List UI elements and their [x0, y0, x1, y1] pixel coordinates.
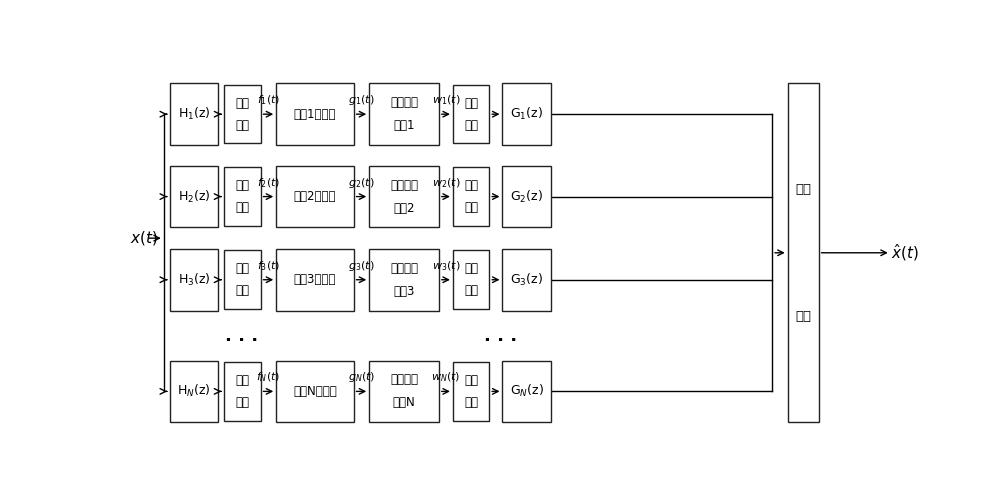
Text: 时频: 时频 — [235, 201, 249, 214]
Bar — [502, 249, 551, 310]
Bar — [170, 83, 218, 145]
Text: H$_1$(z): H$_1$(z) — [178, 106, 210, 122]
Text: 转换: 转换 — [235, 374, 249, 387]
Bar — [502, 361, 551, 422]
Bar — [502, 83, 551, 145]
Bar — [369, 361, 439, 422]
Text: $g_1(t)$: $g_1(t)$ — [348, 93, 375, 107]
Bar — [170, 361, 218, 422]
Text: $w_N(t)$: $w_N(t)$ — [431, 371, 461, 384]
Bar — [224, 167, 261, 226]
Text: 智能滤波: 智能滤波 — [390, 96, 418, 109]
Text: 时频: 时频 — [464, 119, 478, 131]
Text: 时频: 时频 — [235, 119, 249, 131]
Text: 转换: 转换 — [464, 179, 478, 192]
Text: $x(t)$: $x(t)$ — [130, 229, 158, 247]
Bar — [170, 166, 218, 227]
Bar — [276, 361, 354, 422]
Text: . . .: . . . — [225, 327, 258, 345]
Text: 转换: 转换 — [235, 97, 249, 110]
Bar — [502, 166, 551, 227]
Text: 智能滤波: 智能滤波 — [390, 373, 418, 386]
Text: 子带3去相关: 子带3去相关 — [294, 273, 336, 286]
Text: $w_3(t)$: $w_3(t)$ — [432, 259, 460, 273]
Text: . . .: . . . — [484, 327, 517, 345]
Bar — [224, 85, 261, 143]
Text: G$_3$(z): G$_3$(z) — [510, 272, 543, 288]
Text: 子带1去相关: 子带1去相关 — [294, 108, 336, 121]
Text: 子带: 子带 — [795, 310, 811, 323]
Text: 时频: 时频 — [235, 284, 249, 297]
Text: 时频: 时频 — [235, 396, 249, 409]
Text: 子带N去相关: 子带N去相关 — [293, 385, 337, 398]
Text: $\hat{x}(t)$: $\hat{x}(t)$ — [891, 243, 919, 263]
Text: $f_1(t)$: $f_1(t)$ — [257, 94, 280, 107]
Bar — [170, 249, 218, 310]
Text: 子带N: 子带N — [393, 396, 415, 409]
Text: 智能滤波: 智能滤波 — [390, 179, 418, 191]
Bar — [276, 166, 354, 227]
Text: H$_N$(z): H$_N$(z) — [177, 383, 211, 399]
Text: 时频: 时频 — [464, 396, 478, 409]
Bar — [369, 83, 439, 145]
Text: 转换: 转换 — [235, 179, 249, 192]
Bar — [276, 83, 354, 145]
Text: 子带3: 子带3 — [393, 285, 415, 298]
Text: $f_N(t)$: $f_N(t)$ — [256, 371, 280, 384]
Text: 转换: 转换 — [464, 374, 478, 387]
Text: $g_3(t)$: $g_3(t)$ — [348, 259, 375, 273]
Text: H$_3$(z): H$_3$(z) — [178, 272, 210, 288]
Bar — [788, 83, 819, 422]
Text: $w_2(t)$: $w_2(t)$ — [432, 176, 460, 189]
Bar — [453, 250, 489, 309]
Text: 转换: 转换 — [235, 262, 249, 275]
Text: 转换: 转换 — [464, 262, 478, 275]
Text: 融合: 融合 — [795, 183, 811, 196]
Text: H$_2$(z): H$_2$(z) — [178, 188, 210, 205]
Text: 子带2去相关: 子带2去相关 — [294, 190, 336, 203]
Text: $f_2(t)$: $f_2(t)$ — [257, 176, 280, 189]
Bar — [453, 362, 489, 421]
Bar — [369, 249, 439, 310]
Bar — [224, 250, 261, 309]
Text: 时频: 时频 — [464, 284, 478, 297]
Text: $f_3(t)$: $f_3(t)$ — [257, 259, 280, 273]
Bar — [453, 85, 489, 143]
Text: 智能滤波: 智能滤波 — [390, 262, 418, 275]
Text: 子带1: 子带1 — [393, 119, 415, 132]
Bar — [453, 167, 489, 226]
Bar — [276, 249, 354, 310]
Text: G$_1$(z): G$_1$(z) — [510, 106, 543, 122]
Text: 时频: 时频 — [464, 201, 478, 214]
Text: 转换: 转换 — [464, 97, 478, 110]
Text: G$_2$(z): G$_2$(z) — [510, 188, 543, 205]
Text: G$_N$(z): G$_N$(z) — [510, 383, 544, 399]
Text: 子带2: 子带2 — [393, 202, 415, 215]
Text: $g_2(t)$: $g_2(t)$ — [348, 176, 375, 189]
Bar — [224, 362, 261, 421]
Text: $g_N(t)$: $g_N(t)$ — [348, 371, 375, 384]
Bar — [369, 166, 439, 227]
Text: $w_1(t)$: $w_1(t)$ — [432, 94, 460, 107]
